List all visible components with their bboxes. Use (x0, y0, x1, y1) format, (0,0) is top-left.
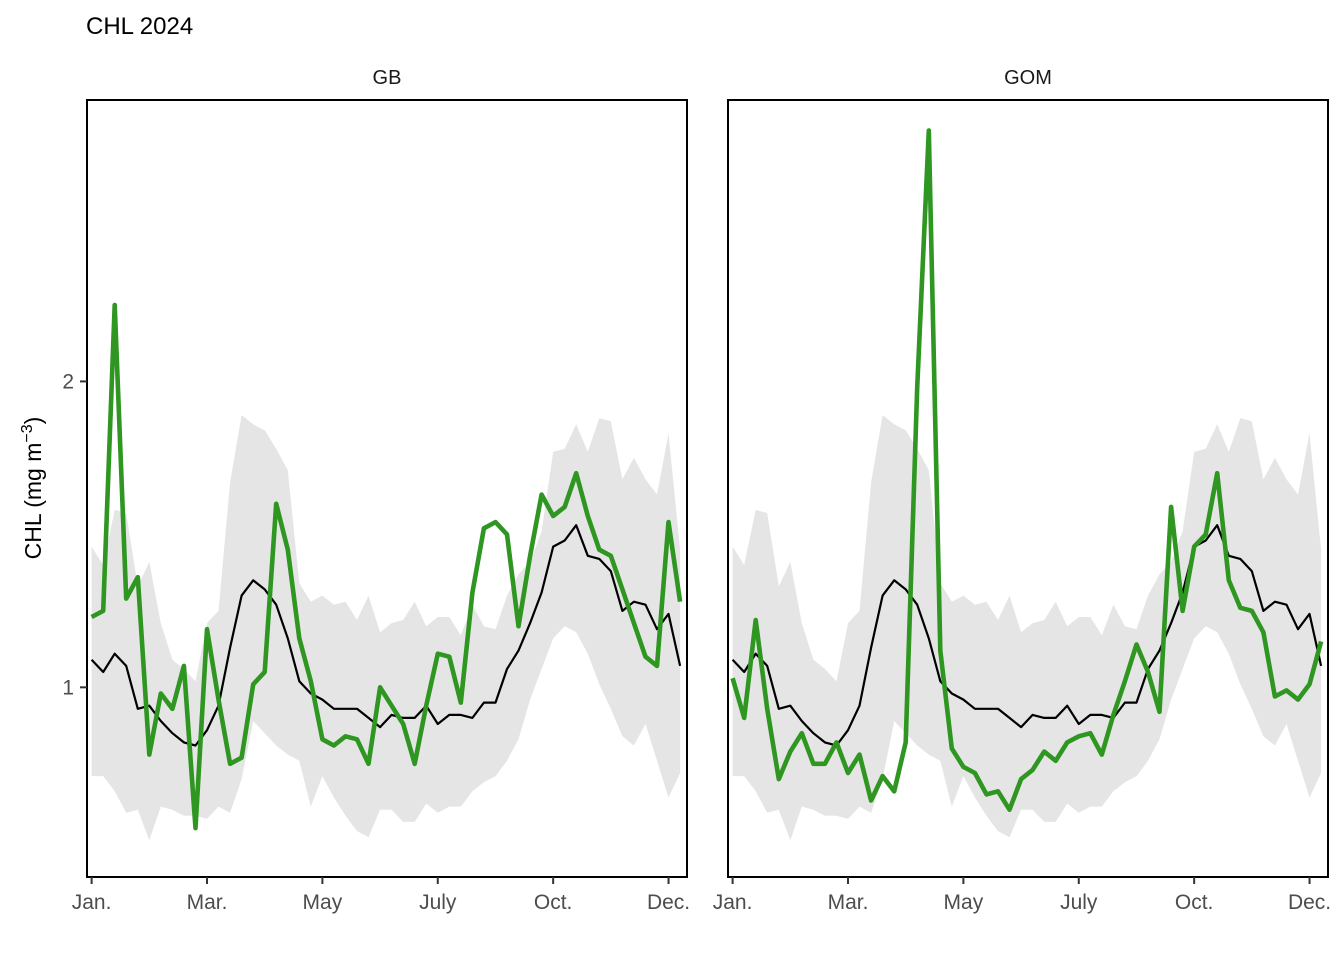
chart-title: CHL 2024 (86, 13, 193, 40)
panel-gb: GB Jan. Mar. May July Oct. Dec. 1 2 (62, 67, 690, 914)
panel-strip-label: GB (373, 67, 402, 89)
x-tick-label: May (303, 891, 343, 914)
x-tick-label: Oct. (534, 891, 573, 914)
x-tick-label: Jan. (72, 891, 112, 914)
x-tick-label: Dec. (1288, 891, 1331, 914)
x-tick-label: Mar. (828, 891, 869, 914)
panel-border (86, 99, 688, 878)
current-year-line (730, 128, 1324, 813)
y-axis-title: CHL (mg m−3) (19, 417, 46, 560)
x-tick-label: July (1060, 891, 1098, 914)
x-tick-label: Oct. (1175, 891, 1214, 914)
x-tick-label: Dec. (647, 891, 690, 914)
panel-strip-label: GOM (1004, 67, 1052, 89)
panel-gom: GOM Jan. Mar. May July Oct. Dec. (713, 67, 1331, 914)
y-tick-label: 1 (62, 676, 74, 699)
climatology-band (91, 415, 681, 841)
x-tick-label: Jan. (713, 891, 753, 914)
x-tick-label: July (419, 891, 457, 914)
climatology-band (732, 415, 1322, 841)
panel-axes: Jan. Mar. May July Oct. Dec. (713, 877, 1331, 914)
y-tick-label: 2 (62, 370, 74, 393)
x-tick-label: Mar. (187, 891, 228, 914)
panel-marks (90, 302, 683, 841)
x-tick-label: May (944, 891, 984, 914)
panel-border (727, 99, 1329, 878)
panel-axes: Jan. Mar. May July Oct. Dec. 1 2 (62, 370, 690, 914)
current-year-line (90, 302, 683, 831)
panel-marks (730, 128, 1324, 841)
